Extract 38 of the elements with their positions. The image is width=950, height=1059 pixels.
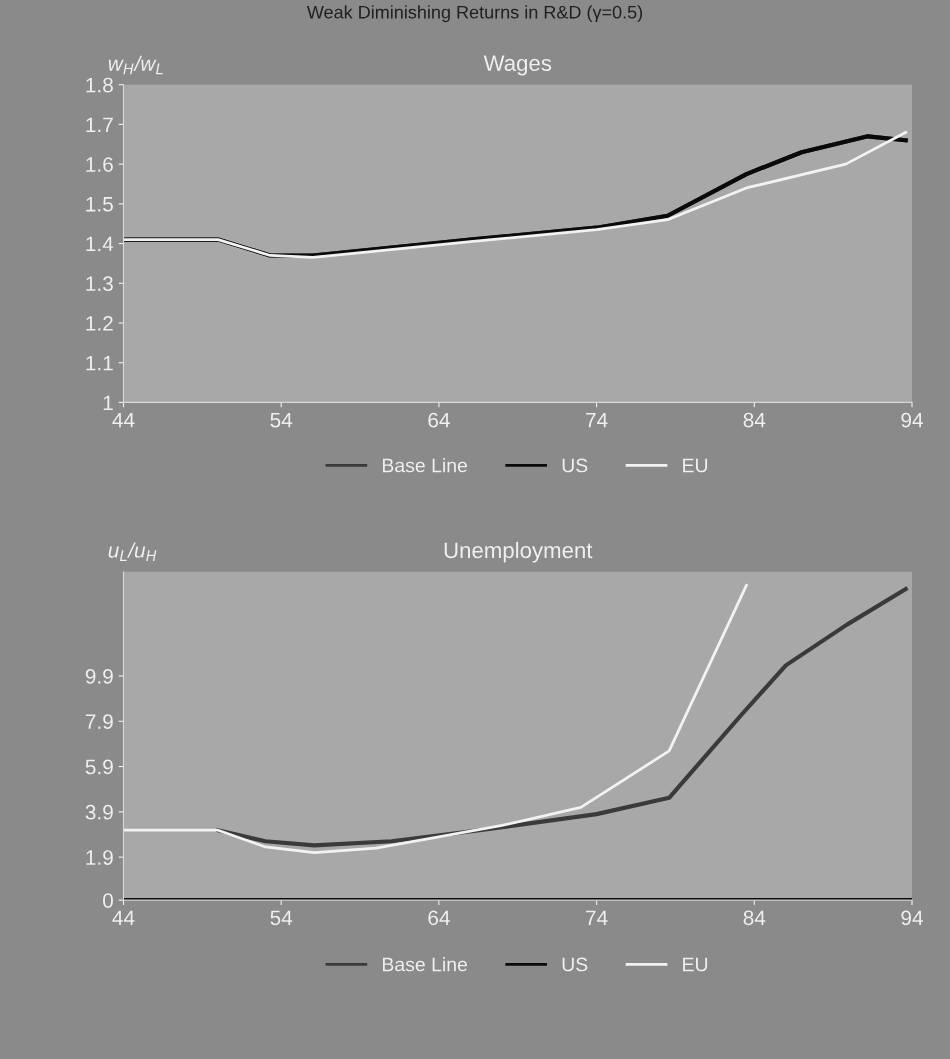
- x-tick-label: 54: [270, 412, 293, 428]
- text: Weak Diminishing Returns in R&D (γ=0.5): [306, 5, 643, 23]
- y-tick-label: 1: [103, 395, 113, 410]
- x-tick-label: 84: [743, 412, 766, 428]
- x-tick-label: 94: [901, 910, 923, 926]
- y-tick-label: 7.9: [85, 714, 113, 730]
- y-tick-label: 1.8: [86, 77, 113, 93]
- y-tick-label: 1.4: [86, 236, 114, 252]
- legend-label: EU: [683, 458, 708, 473]
- legend-label: Base Line: [382, 458, 468, 473]
- y-tick-label: 1.3: [86, 276, 113, 292]
- x-tick-label: 84: [743, 910, 766, 926]
- x-tick-label: 44: [112, 412, 135, 428]
- y-tick-label: 9.9: [85, 669, 113, 684]
- legend-label: EU: [683, 957, 708, 972]
- y-axis-title: u$_{L}$/u$_{H}$: [108, 542, 157, 561]
- legend-label: Base Line: [382, 957, 468, 972]
- legend-label: US: [562, 458, 588, 473]
- chart-title: Unemployment: [444, 541, 593, 563]
- x-tick-label: 74: [586, 910, 608, 925]
- x-tick-label: 54: [270, 910, 293, 926]
- y-tick-label: 1.2: [86, 316, 113, 331]
- y-tick-label: 1.5: [86, 197, 113, 212]
- y-tick-label: 1.9: [86, 850, 113, 865]
- x-tick-label: 64: [428, 412, 450, 428]
- x-tick-label: 74: [586, 412, 608, 428]
- x-tick-label: 64: [428, 910, 450, 926]
- y-tick-label: 0: [103, 893, 113, 908]
- x-tick-label: 94: [901, 412, 923, 428]
- legend-label: US: [562, 957, 588, 972]
- y-tick-label: 3.9: [85, 804, 113, 820]
- chart-title: Wages: [483, 55, 552, 76]
- y-tick-label: 1.1: [86, 355, 113, 371]
- y-axis-title: w$_{H}$/w$_{L}$: [108, 55, 163, 75]
- y-tick-label: 5.9: [85, 759, 113, 775]
- y-tick-label: 1.7: [86, 117, 113, 132]
- x-tick-label: 44: [112, 910, 135, 925]
- y-tick-label: 1.6: [86, 157, 113, 172]
